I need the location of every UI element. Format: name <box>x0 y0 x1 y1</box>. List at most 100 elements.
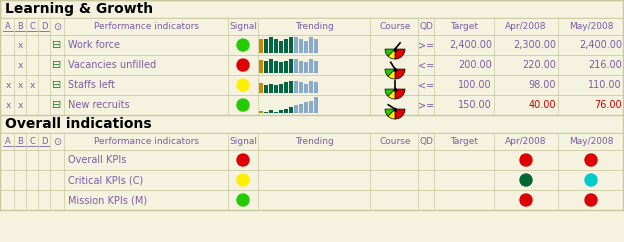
Text: ⊙: ⊙ <box>53 22 61 31</box>
Bar <box>259 60 263 73</box>
Text: 100.00: 100.00 <box>459 80 492 90</box>
Text: 2,300.00: 2,300.00 <box>513 40 556 50</box>
Bar <box>279 110 283 113</box>
Text: x: x <box>17 81 22 90</box>
Text: Performance indicators: Performance indicators <box>94 137 198 146</box>
Text: Learning & Growth: Learning & Growth <box>5 2 153 16</box>
Bar <box>0 150 624 170</box>
Bar <box>289 107 293 113</box>
Bar <box>0 55 624 75</box>
Text: B: B <box>17 137 23 146</box>
Text: QD: QD <box>419 137 433 146</box>
Wedge shape <box>395 89 405 99</box>
Text: x: x <box>29 81 35 90</box>
Bar <box>309 81 313 93</box>
Bar <box>269 110 273 113</box>
Bar <box>274 112 278 113</box>
Text: Apr/2008: Apr/2008 <box>505 22 547 31</box>
Bar <box>294 59 298 73</box>
Wedge shape <box>385 89 395 96</box>
Text: D: D <box>41 22 47 31</box>
Text: 2,400.00: 2,400.00 <box>449 40 492 50</box>
Bar <box>314 39 318 53</box>
Bar <box>0 133 624 150</box>
Circle shape <box>237 174 249 186</box>
Bar <box>314 61 318 73</box>
Circle shape <box>237 194 249 206</box>
Text: Overall KPIs: Overall KPIs <box>68 155 127 165</box>
Text: x: x <box>17 60 22 69</box>
Text: Target: Target <box>450 22 478 31</box>
Circle shape <box>520 174 532 186</box>
Bar <box>259 39 263 53</box>
Bar <box>269 84 273 93</box>
Bar <box>304 62 308 73</box>
Bar <box>284 82 288 93</box>
Bar <box>259 83 263 93</box>
Circle shape <box>520 154 532 166</box>
Text: 220.00: 220.00 <box>522 60 556 70</box>
Text: 216.00: 216.00 <box>588 60 622 70</box>
Bar <box>259 111 263 113</box>
Text: Work force: Work force <box>68 40 120 50</box>
Bar <box>0 0 624 18</box>
Text: ⊟: ⊟ <box>52 100 62 110</box>
Text: Performance indicators: Performance indicators <box>94 22 198 31</box>
Bar <box>294 37 298 53</box>
Bar <box>264 85 268 93</box>
Bar <box>274 39 278 53</box>
Bar <box>304 41 308 53</box>
Text: <=: <= <box>418 60 434 70</box>
Bar <box>289 37 293 53</box>
Wedge shape <box>388 89 395 99</box>
Text: ⊟: ⊟ <box>52 40 62 50</box>
Bar <box>299 61 303 73</box>
Text: A: A <box>5 22 11 31</box>
Bar <box>0 35 624 55</box>
Bar <box>0 170 624 190</box>
Wedge shape <box>385 69 395 76</box>
Text: May/2008: May/2008 <box>568 137 613 146</box>
Text: C: C <box>29 22 35 31</box>
Text: Vacancies unfilled: Vacancies unfilled <box>68 60 156 70</box>
Text: Course: Course <box>379 22 411 31</box>
Text: 2,400.00: 2,400.00 <box>579 40 622 50</box>
Text: New recruits: New recruits <box>68 100 130 110</box>
Bar <box>0 75 624 95</box>
Bar <box>284 109 288 113</box>
Circle shape <box>237 39 249 51</box>
Text: Mission KPIs (M): Mission KPIs (M) <box>68 195 147 205</box>
Bar <box>269 59 273 73</box>
Text: ⊙: ⊙ <box>53 136 61 146</box>
Text: 40.00: 40.00 <box>529 100 556 110</box>
Text: Course: Course <box>379 137 411 146</box>
Bar <box>0 95 624 115</box>
Wedge shape <box>395 69 405 79</box>
Wedge shape <box>388 49 395 59</box>
Bar <box>264 39 268 53</box>
Bar <box>309 59 313 73</box>
Text: ⊟: ⊟ <box>52 60 62 70</box>
Text: C: C <box>29 137 35 146</box>
Circle shape <box>585 194 597 206</box>
Text: x: x <box>6 100 11 110</box>
Bar <box>284 61 288 73</box>
Bar <box>279 41 283 53</box>
Circle shape <box>237 99 249 111</box>
Circle shape <box>585 174 597 186</box>
Bar <box>284 39 288 53</box>
Circle shape <box>520 194 532 206</box>
Wedge shape <box>395 109 405 119</box>
Text: Trending: Trending <box>295 22 333 31</box>
Bar <box>314 97 318 113</box>
Bar <box>304 84 308 93</box>
Bar <box>274 61 278 73</box>
Text: Staffs left: Staffs left <box>68 80 115 90</box>
Text: Apr/2008: Apr/2008 <box>505 137 547 146</box>
Bar <box>294 105 298 113</box>
Circle shape <box>237 59 249 71</box>
Circle shape <box>237 79 249 91</box>
Wedge shape <box>385 109 395 116</box>
Text: B: B <box>17 22 23 31</box>
Wedge shape <box>388 69 395 79</box>
